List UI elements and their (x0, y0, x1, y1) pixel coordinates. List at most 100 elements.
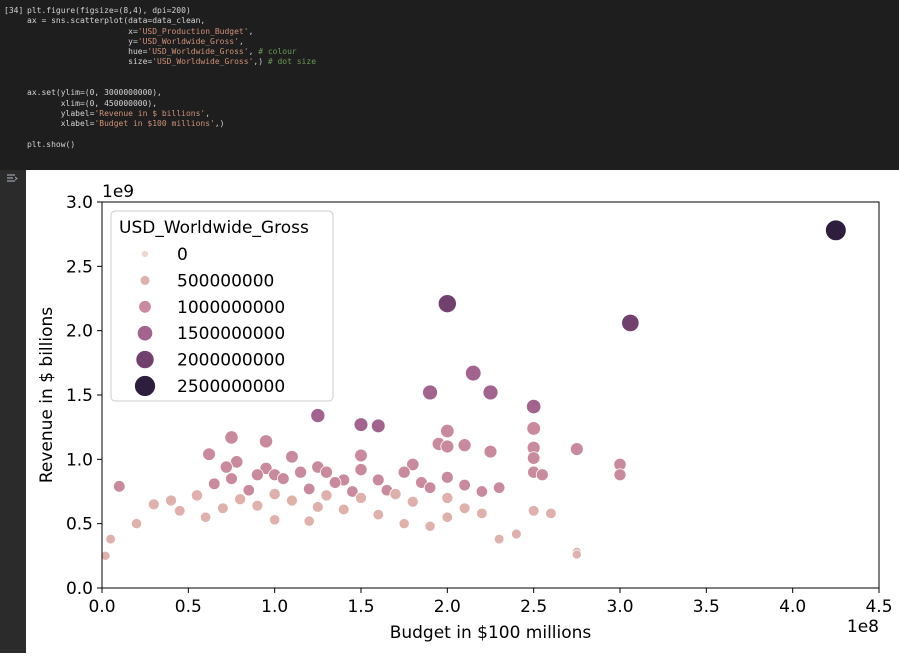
code-token: x= (27, 26, 138, 36)
y-tick-label: 0.5 (66, 515, 93, 535)
data-point (511, 528, 522, 540)
data-point (493, 533, 505, 545)
data-point (259, 434, 274, 449)
data-point (310, 408, 326, 424)
code-token: y= (27, 36, 138, 46)
data-point (422, 384, 438, 401)
data-point (476, 507, 488, 520)
data-point (545, 507, 557, 520)
data-point (251, 499, 264, 512)
data-point (535, 468, 549, 482)
code-editor[interactable]: plt.figure(figsize=(8,4), dpi=200) ax = s… (27, 6, 316, 150)
data-point (458, 502, 471, 515)
legend-marker (136, 325, 154, 342)
data-point (100, 550, 111, 561)
x-tick-label: 3.5 (693, 597, 720, 617)
data-point (440, 470, 454, 484)
data-point (527, 505, 540, 517)
data-point (337, 503, 350, 516)
code-token: 'Revenue in $ billions' (94, 108, 206, 118)
legend-marker (135, 350, 155, 370)
data-point (371, 473, 385, 487)
x-tick-label: 4.5 (865, 597, 892, 617)
code-token: ax.set(ylim=(0, 3000000000), (27, 88, 162, 98)
y-axis-label: Revenue in $ billions (37, 307, 57, 483)
data-point (353, 417, 369, 432)
data-point (346, 485, 359, 498)
code-token: 'USD_Worldwide_Gross' (152, 57, 254, 67)
y-tick-label: 0.0 (66, 579, 93, 599)
data-point (569, 442, 584, 456)
execution-count: [34] (4, 6, 24, 15)
data-point (165, 494, 178, 507)
data-point (398, 518, 410, 530)
code-line: hue='USD_Worldwide_Gross', # colour (27, 47, 316, 57)
code-line: ax = sns.scatterplot(data=data_clean, (27, 16, 316, 26)
code-token: hue= (27, 47, 148, 57)
code-line: ax.set(ylim=(0, 3000000000), (27, 88, 316, 98)
data-point (482, 384, 499, 401)
code-cell[interactable]: [34] plt.figure(figsize=(8,4), dpi=200) a… (0, 0, 899, 170)
data-point (234, 493, 247, 506)
plot-output: 0.0 0.5 1.0 1.5 2.0 2.5 3.0 3.5 4.0 4.5 0.0 0.5 1.0 1… (26, 170, 899, 653)
data-point (294, 465, 308, 479)
data-point (259, 461, 273, 475)
data-point (440, 423, 455, 439)
data-point (202, 447, 216, 461)
x-offset-label: 1e8 (847, 617, 879, 637)
data-point (268, 487, 281, 501)
code-line: size='USD_Worldwide_Gross',) # dot size (27, 57, 316, 67)
code-line (27, 130, 316, 140)
data-point (303, 482, 316, 496)
legend-marker (141, 250, 149, 258)
code-line: plt.show() (27, 140, 316, 150)
code-token: ,) (214, 119, 225, 129)
legend-marker (138, 300, 152, 314)
data-point (311, 501, 324, 513)
code-token: plt.figure(figsize=(8,4), dpi=200) (27, 6, 191, 15)
data-point (389, 487, 402, 501)
data-point (328, 476, 342, 489)
legend-label: 500000000 (177, 271, 274, 291)
data-point (571, 549, 582, 560)
data-point (483, 444, 498, 459)
data-point (825, 219, 847, 242)
code-line (27, 68, 316, 78)
code-token: , (248, 47, 259, 57)
data-point (217, 502, 229, 515)
scatter-chart: 0.0 0.5 1.0 1.5 2.0 2.5 3.0 3.5 4.0 4.5 0.0 0.5 1.0 1… (37, 182, 893, 643)
legend-label: 0 (177, 245, 188, 265)
code-token: 'USD_Worldwide_Gross' (137, 36, 239, 46)
code-token: , (205, 108, 211, 118)
legend-label: 2500000000 (177, 377, 285, 397)
output-gutter (0, 170, 26, 653)
data-point (303, 515, 315, 527)
x-tick-label: 1.0 (261, 597, 288, 617)
data-point (613, 468, 627, 482)
data-point (219, 460, 233, 474)
data-point (224, 430, 239, 445)
data-point (250, 468, 264, 482)
data-point (437, 294, 457, 314)
data-point (354, 463, 368, 477)
output-toggle-icon[interactable] (5, 172, 19, 184)
legend-title: USD_Worldwide_Gross (119, 218, 309, 238)
code-token: ax = sns.scatterplot(data=data_clean, (27, 16, 206, 26)
data-point (475, 485, 488, 498)
y-tick-label: 2.0 (66, 322, 93, 342)
x-axis-label: Budget in $100 millions (390, 623, 592, 643)
x-tick-label: 3.0 (606, 597, 633, 617)
data-point (440, 439, 455, 454)
data-point (230, 455, 244, 469)
data-point (190, 489, 204, 502)
data-point (354, 448, 368, 463)
code-line: xlim=(0, 450000000), (27, 99, 316, 109)
data-point (225, 472, 238, 485)
code-token: plt.show() (27, 139, 76, 149)
code-token: xlim=(0, 450000000), (27, 98, 158, 108)
x-tick-label: 2.5 (520, 597, 547, 617)
data-point (207, 477, 221, 491)
data-point (130, 518, 143, 530)
data-point (105, 533, 116, 545)
data-point (526, 421, 541, 436)
